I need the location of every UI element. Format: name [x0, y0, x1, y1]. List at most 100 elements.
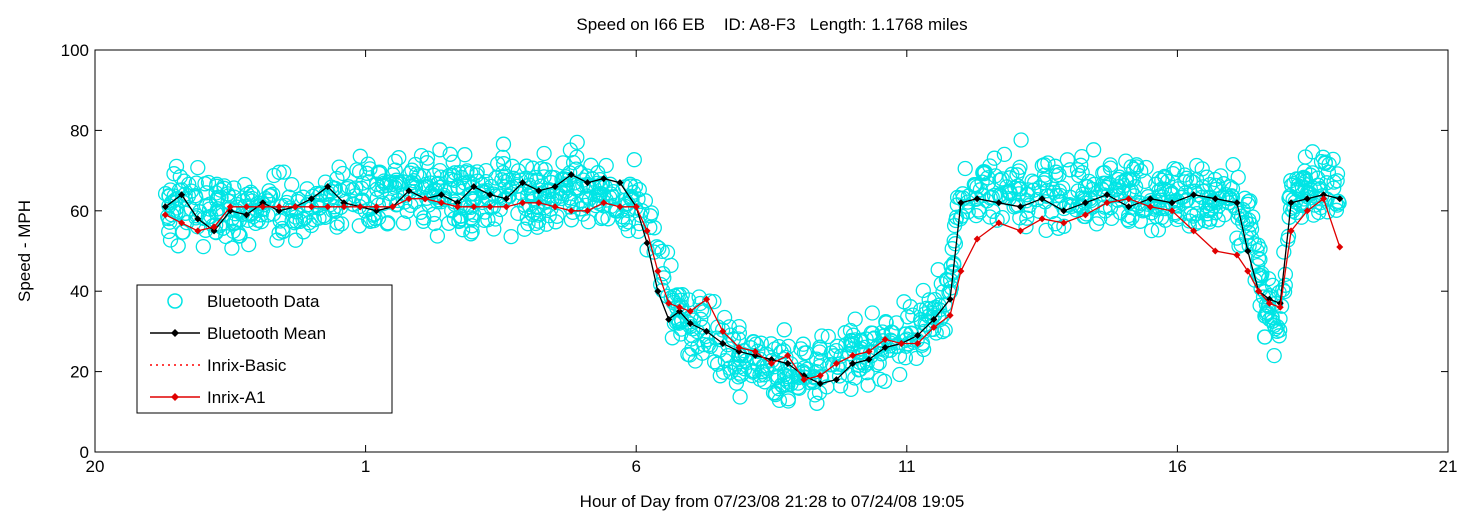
- bluetooth-data-point: [776, 322, 792, 338]
- bluetooth-data-point: [771, 338, 787, 355]
- bluetooth-data-point: [680, 346, 696, 363]
- bluetooth-data-point: [1083, 192, 1099, 209]
- bluetooth-mean-point: [1336, 195, 1344, 203]
- bluetooth-data-point: [730, 369, 747, 385]
- bluetooth-data-point: [333, 216, 350, 232]
- bluetooth-data-point: [970, 202, 987, 218]
- inrix-a1-point: [340, 203, 348, 211]
- bluetooth-mean-point: [1125, 203, 1133, 211]
- bluetooth-data-point: [790, 375, 806, 391]
- bluetooth-mean-point: [1168, 199, 1176, 207]
- bluetooth-data-point: [731, 318, 747, 335]
- bluetooth-data-point: [1167, 205, 1183, 221]
- bluetooth-data-point: [620, 214, 637, 230]
- bluetooth-data-point: [972, 204, 988, 220]
- inrix-a1-point: [686, 307, 694, 315]
- inrix-a1-point: [567, 207, 575, 215]
- bluetooth-mean-point: [865, 356, 873, 364]
- bluetooth-data-point: [1249, 257, 1266, 274]
- bluetooth-mean-point: [1233, 199, 1241, 207]
- bluetooth-mean-point: [1190, 191, 1198, 199]
- bluetooth-data-point: [1077, 178, 1094, 195]
- bluetooth-data-point: [754, 363, 771, 380]
- legend-marker-bluetooth-data: [167, 293, 183, 309]
- inrix-a1-point: [632, 203, 640, 211]
- bluetooth-data-point: [565, 204, 581, 221]
- bluetooth-data-point: [1165, 165, 1181, 182]
- bluetooth-data-point: [231, 228, 248, 244]
- bluetooth-data-point: [709, 356, 726, 372]
- bluetooth-data-point: [969, 179, 985, 195]
- bluetooth-data-point: [347, 188, 363, 204]
- bluetooth-data-point: [1013, 132, 1029, 148]
- bluetooth-data-point: [165, 203, 182, 219]
- bluetooth-data-point: [418, 176, 434, 193]
- bluetooth-data-point: [1218, 186, 1234, 203]
- bluetooth-data-point: [1086, 176, 1102, 192]
- bluetooth-data-point: [161, 188, 177, 204]
- inrix-a1-point: [161, 211, 169, 219]
- inrix-a1-point: [849, 352, 857, 360]
- bluetooth-data-point: [777, 371, 793, 387]
- bluetooth-data-point: [680, 292, 697, 308]
- inrix-a1-point: [1255, 287, 1263, 295]
- bluetooth-data-point: [209, 176, 225, 192]
- bluetooth-data-point: [329, 170, 345, 187]
- bluetooth-data-point: [1326, 174, 1342, 190]
- bluetooth-data-point: [693, 311, 709, 327]
- bluetooth-data-point: [1329, 166, 1346, 182]
- bluetooth-data-point: [1195, 183, 1211, 199]
- inrix-a1-point: [519, 199, 527, 207]
- bluetooth-data-point: [429, 176, 445, 192]
- bluetooth-data-point: [1061, 197, 1078, 213]
- bluetooth-data-point: [905, 334, 922, 351]
- inrix-a1-point: [946, 311, 954, 319]
- bluetooth-data-point: [1073, 157, 1089, 173]
- bluetooth-data-point: [555, 155, 571, 171]
- inrix-a1-point: [703, 295, 711, 303]
- bluetooth-data-point: [930, 262, 946, 278]
- inrix-a1-point: [259, 203, 267, 211]
- bluetooth-data-point: [395, 215, 412, 231]
- bluetooth-data-point: [725, 331, 742, 347]
- bluetooth-data-point: [1027, 175, 1043, 191]
- bluetooth-data-point: [305, 188, 321, 205]
- inrix-a1-point: [1265, 299, 1273, 307]
- bluetooth-data-point: [700, 337, 717, 353]
- inrix-a1-point: [719, 327, 727, 335]
- bluetooth-mean-point: [161, 203, 169, 211]
- bluetooth-data-point: [554, 171, 570, 187]
- bluetooth-data-point: [529, 172, 545, 188]
- bluetooth-data-point: [617, 216, 633, 232]
- bluetooth-data-point: [429, 194, 446, 210]
- inrix-a1-point: [784, 352, 792, 360]
- bluetooth-data-point: [166, 166, 182, 182]
- bluetooth-data-point: [864, 305, 880, 321]
- bluetooth-mean-point: [1211, 195, 1219, 203]
- bluetooth-data-point: [908, 350, 925, 367]
- chart-title: Speed on I66 EB ID: A8-F3 Length: 1.1768…: [576, 15, 967, 34]
- bluetooth-mean-point: [275, 207, 283, 215]
- bluetooth-data-point: [1143, 222, 1160, 239]
- bluetooth-data-point: [1169, 161, 1185, 178]
- bluetooth-data-point: [921, 292, 937, 308]
- inrix-a1-point: [583, 207, 591, 215]
- bluetooth-data-point: [561, 190, 578, 206]
- bluetooth-mean-point: [703, 327, 711, 335]
- bluetooth-data-point: [1330, 193, 1346, 210]
- bluetooth-data-point: [480, 212, 496, 228]
- bluetooth-data-point: [692, 295, 708, 312]
- bluetooth-mean-point: [914, 331, 922, 339]
- bluetooth-data-point: [284, 176, 300, 193]
- inrix-a1-point: [995, 219, 1003, 227]
- bluetooth-data-point: [809, 395, 825, 411]
- bluetooth-mean-point: [1038, 195, 1046, 203]
- legend-label-inrix-basic: Inrix-Basic: [207, 356, 287, 375]
- inrix-a1-point: [356, 203, 364, 211]
- bluetooth-data-point: [562, 142, 579, 158]
- bluetooth-mean-point: [784, 360, 792, 368]
- bluetooth-data-point: [863, 325, 879, 341]
- inrix-a1-point: [405, 195, 413, 203]
- bluetooth-data-point: [869, 356, 885, 373]
- inrix-a1-point: [226, 203, 234, 211]
